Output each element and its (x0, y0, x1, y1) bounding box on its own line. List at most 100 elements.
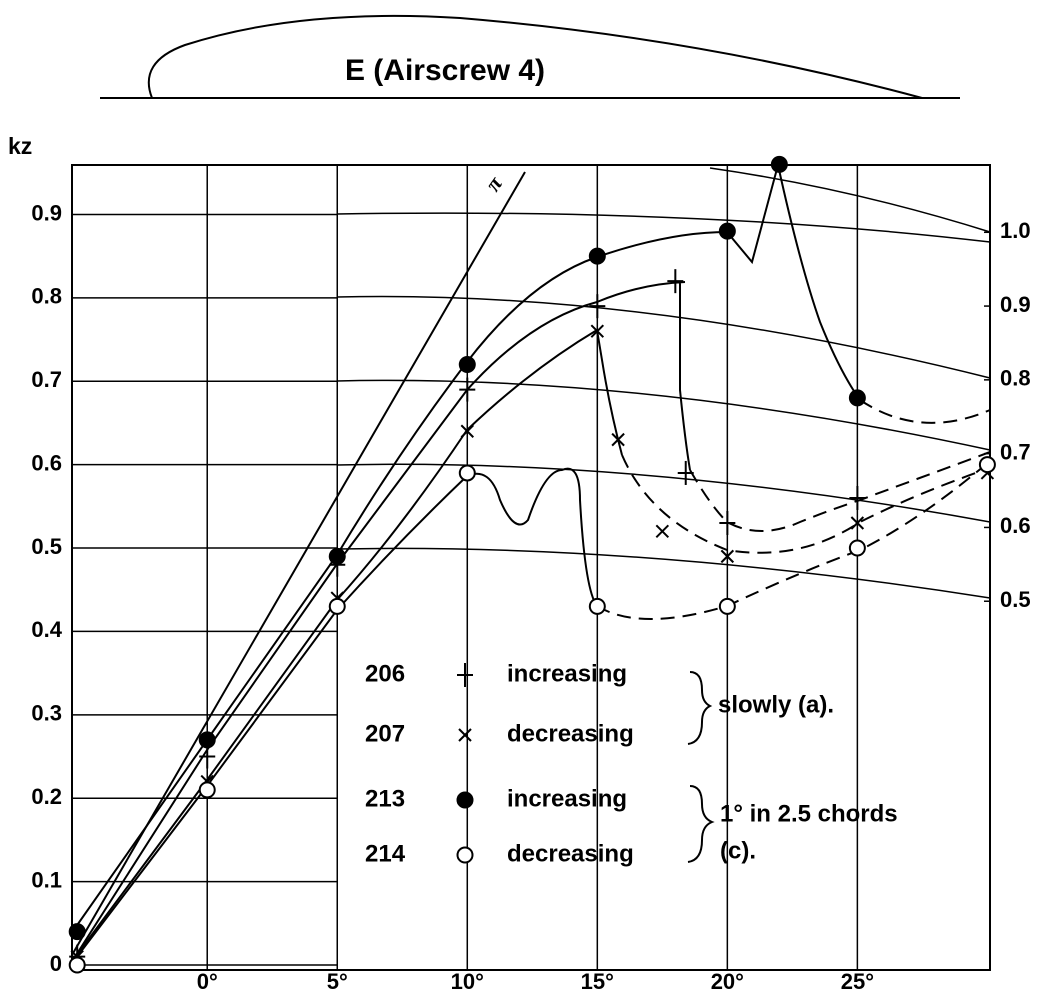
marker-dot (588, 247, 606, 265)
legend-marker (458, 728, 472, 742)
pi-line (71, 171, 526, 956)
marker-dot (718, 222, 736, 240)
y-tick-label: 0.8 (31, 284, 62, 309)
y-tick-label: 0.7 (31, 367, 62, 392)
point (667, 269, 684, 294)
point (198, 731, 216, 749)
legend-name: 207 (365, 720, 405, 747)
brace (687, 671, 713, 745)
plot-frame (71, 164, 991, 971)
y2-tick-label: 0.7 (1000, 439, 1031, 464)
marker-dot (978, 456, 996, 474)
marker-dot (68, 923, 86, 941)
y-axis-label: kz (8, 133, 32, 159)
marker-dot (848, 539, 866, 557)
legend-marker (456, 791, 474, 809)
series-curves (72, 164, 991, 963)
legend-marker (457, 663, 473, 687)
legend-label: decreasing (507, 720, 634, 747)
curve-213 (859, 399, 991, 424)
point (718, 597, 736, 615)
marker-stroke (850, 516, 865, 530)
curve (336, 463, 991, 523)
point (611, 432, 625, 447)
legend-marker (456, 846, 474, 864)
y-tick-label: 0.1 (31, 867, 62, 892)
pi-label: π (480, 171, 508, 196)
airfoil (147, 14, 923, 99)
point (718, 222, 736, 240)
y-tick-label: 0.9 (31, 200, 62, 225)
marker-dot (588, 597, 606, 615)
kz-curves (336, 167, 991, 599)
point (677, 460, 694, 485)
marker-dot (68, 956, 86, 974)
legend-label: increasing (507, 785, 627, 812)
curve-214 (72, 467, 598, 963)
x-tick-label: 20° (711, 969, 744, 994)
point (848, 539, 866, 557)
y2-tick-label: 0.8 (1000, 366, 1031, 391)
point (199, 744, 216, 769)
point (770, 155, 788, 173)
marker-stroke (458, 728, 472, 742)
point (328, 547, 346, 565)
y2-tick-label: 1.0 (1000, 218, 1031, 243)
legend-note: (c). (720, 837, 756, 864)
legend-note: 1° in 2.5 chords (720, 800, 898, 827)
x-tick-label: 0° (197, 969, 218, 994)
curve (336, 547, 991, 599)
point (459, 377, 476, 402)
point (849, 485, 866, 510)
point (590, 324, 605, 338)
x-tick-label: 5° (327, 969, 348, 994)
marker-dot (848, 389, 866, 407)
marker-dot (458, 464, 476, 482)
marker-dot (198, 731, 216, 749)
point (719, 511, 736, 536)
marker-stroke (720, 549, 735, 564)
point (588, 247, 606, 265)
point (68, 956, 86, 974)
curve (709, 167, 991, 233)
curve-206 (72, 281, 691, 961)
point (198, 781, 216, 799)
marker-dot (458, 356, 476, 374)
point (848, 389, 866, 407)
legend-label: increasing (507, 660, 627, 687)
point (68, 923, 86, 941)
y-tick-label: 0 (50, 951, 62, 976)
marker-dot (328, 547, 346, 565)
curve-214 (596, 460, 991, 620)
x-tick-label: 10° (451, 969, 484, 994)
marker-dot (198, 781, 216, 799)
point (588, 597, 606, 615)
y-tick-label: 0.6 (31, 450, 62, 475)
point (328, 597, 346, 615)
legend-name: 213 (365, 785, 405, 812)
y2-tick-label: 0.9 (1000, 292, 1031, 317)
point (655, 524, 670, 539)
curve-207 (72, 328, 623, 961)
brace (687, 785, 715, 863)
chart-title: E (Airscrew 4) (345, 54, 545, 87)
legend-note: slowly (a). (718, 691, 834, 718)
y-tick-label: 0.4 (31, 617, 62, 642)
point (720, 549, 735, 564)
x-tick-label: 15° (581, 969, 614, 994)
marker-stroke (460, 424, 474, 438)
y2-tick-label: 0.6 (1000, 513, 1031, 538)
point (589, 294, 606, 319)
y-tick-label: 0.3 (31, 701, 62, 726)
y2-tick-label: 0.5 (1000, 587, 1031, 612)
marker-stroke (655, 524, 670, 539)
marker-stroke (611, 432, 625, 447)
point (460, 424, 474, 438)
curve (336, 295, 991, 379)
y-tick-label: 0.2 (31, 784, 62, 809)
curve (336, 212, 991, 243)
point (458, 356, 476, 374)
marker-dot (770, 155, 788, 173)
point (850, 516, 865, 530)
